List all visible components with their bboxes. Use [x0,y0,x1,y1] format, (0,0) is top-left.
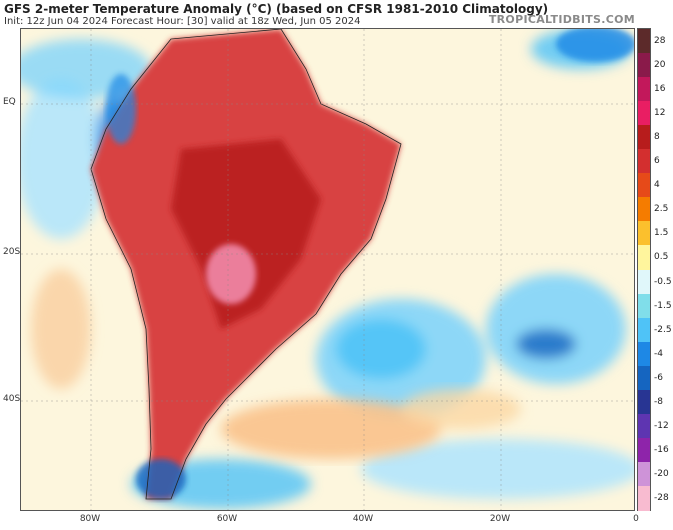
colorbar-segment [638,173,650,199]
lat-label-20s: 20S [3,247,21,257]
map-title: GFS 2-meter Temperature Anomaly (°C) (ba… [4,2,549,16]
amazon-cool-patch [106,74,136,144]
lon-label-40w: 40W [352,514,374,524]
lon-label-80w: 80W [79,514,101,524]
colorbar-label: 28 [654,36,666,47]
colorbar-label: -2.5 [654,324,672,335]
colorbar-label: 16 [654,84,666,95]
colorbar-segment [638,293,650,319]
colorbar-segment [638,485,650,511]
colorbar-segment [638,101,650,127]
colorbar-label: -20 [654,468,669,479]
paraguay-hot-core [206,244,256,304]
colorbar-label: -1.5 [654,300,672,311]
atlantic-cool-anomaly [131,29,634,509]
lon-label-60w: 60W [216,514,238,524]
colorbar-segment [638,365,650,391]
lon-label-0: 0 [633,514,639,524]
colorbar-segment [638,269,650,295]
colorbar-segment [638,317,650,343]
colorbar-label: -6 [654,372,663,383]
colorbar-segment [638,437,650,463]
africa-cool-patch [556,29,634,62]
colorbar-label: -28 [654,492,669,503]
brand-logo-text: TROPICALTIDBITS.COM [488,13,635,26]
colorbar-label: 2.5 [654,204,669,215]
colorbar-label: -16 [654,444,669,455]
colorbar-label: -0.5 [654,276,672,287]
colorbar-label: -8 [654,396,663,407]
colorbar-segment [638,197,650,223]
patagonia-cool-patch [136,459,186,499]
colorbar-label: 0.5 [654,252,669,263]
colorbar-segment [638,245,650,271]
lat-label-40s: 40S [3,394,21,404]
colorbar-segment [638,413,650,439]
colorbar-label: 1.5 [654,228,669,239]
graticule [21,29,634,510]
colorbar-segment [638,149,650,175]
map-subtitle: Init: 12z Jun 04 2024 Forecast Hour: [30… [4,16,361,27]
colorbar-label: -12 [654,420,669,431]
colorbar-label: 8 [654,132,660,143]
colorbar-segment [638,221,650,247]
colorbar-segment [638,77,650,103]
colorbar-segment [638,53,650,79]
colorbar-segment [638,341,650,367]
colorbar-label: 4 [654,180,660,191]
colorbar-segment [638,389,650,415]
colorbar-label: 20 [654,60,666,71]
lon-label-20w: 20W [489,514,511,524]
lat-label-eq: EQ [3,97,16,107]
atlantic-warm-anomaly [221,389,521,459]
colorbar [637,28,651,511]
coastline [90,29,402,500]
colorbar-segment [638,461,650,487]
colorbar-label: 6 [654,156,660,167]
colorbar-label: -4 [654,348,663,359]
anomaly-map-canvas [21,29,634,510]
colorbar-segment [638,125,650,151]
anomaly-map[interactable] [20,28,635,511]
colorbar-label: 12 [654,108,666,119]
colorbar-segment [638,29,650,54]
